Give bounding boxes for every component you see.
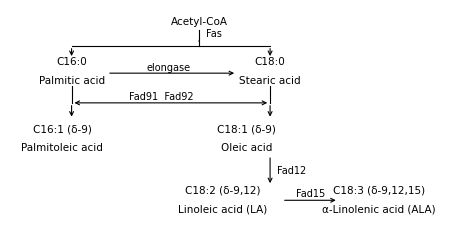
Text: C18:0: C18:0: [255, 57, 285, 67]
Text: elongase: elongase: [146, 63, 191, 73]
Text: C16:1 (δ-9): C16:1 (δ-9): [33, 124, 91, 134]
Text: C18:2 (δ-9,12): C18:2 (δ-9,12): [185, 186, 261, 196]
Text: Fad91  Fad92: Fad91 Fad92: [129, 92, 194, 102]
Text: Acetyl-CoA: Acetyl-CoA: [171, 17, 228, 27]
Text: C16:0: C16:0: [56, 57, 87, 67]
Text: Stearic acid: Stearic acid: [239, 76, 301, 87]
Text: Palmitoleic acid: Palmitoleic acid: [21, 143, 103, 153]
Text: Linoleic acid (LA): Linoleic acid (LA): [178, 205, 267, 215]
Text: Fas: Fas: [206, 29, 222, 39]
Text: C18:1 (δ-9): C18:1 (δ-9): [217, 124, 276, 134]
Text: Fad12: Fad12: [277, 166, 306, 176]
Text: Palmitic acid: Palmitic acid: [38, 76, 105, 87]
Text: α-Linolenic acid (ALA): α-Linolenic acid (ALA): [322, 205, 436, 215]
Text: Fad15: Fad15: [296, 189, 325, 199]
Text: C18:3 (δ-9,12,15): C18:3 (δ-9,12,15): [333, 186, 425, 196]
Text: Oleic acid: Oleic acid: [221, 143, 272, 153]
